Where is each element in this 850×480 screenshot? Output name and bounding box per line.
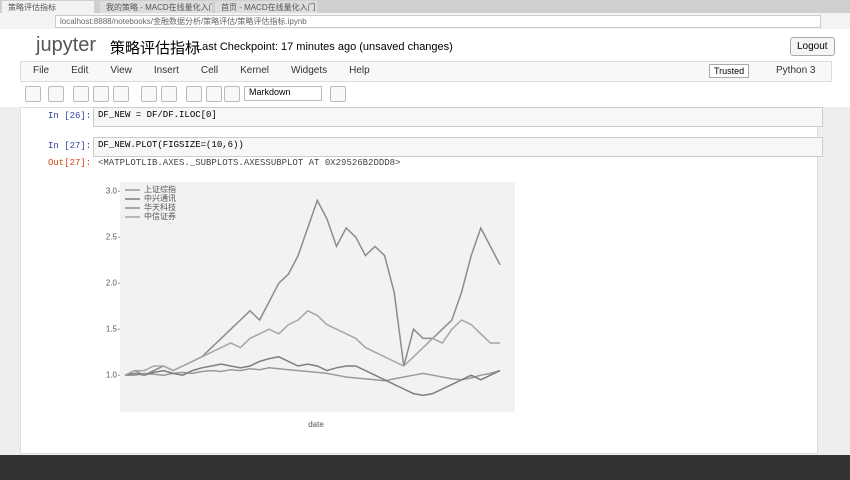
- code-cell[interactable]: DF_NEW.PLOT(FIGSIZE=(10,6)): [93, 137, 823, 157]
- button[interactable]: [141, 86, 157, 102]
- menu-item[interactable]: Help: [349, 65, 370, 76]
- button[interactable]: [330, 86, 346, 102]
- button[interactable]: [25, 86, 41, 102]
- button[interactable]: [206, 86, 222, 102]
- prompt: In [26]:: [48, 111, 92, 121]
- notebook-title[interactable]: 策略评估指标: [110, 40, 201, 57]
- menu-bar: [20, 61, 832, 82]
- menu-item[interactable]: View: [110, 65, 132, 76]
- legend-label: 上证综指: [144, 184, 176, 194]
- series-line: [124, 309, 500, 376]
- y-tick-label: 2.0: [106, 278, 118, 287]
- button[interactable]: [224, 86, 240, 102]
- button[interactable]: [186, 86, 202, 102]
- button[interactable]: [93, 86, 109, 102]
- prompt: In [27]:: [48, 141, 92, 151]
- series-line: [124, 356, 501, 397]
- output-text: <MATPLOTLIB.AXES._SUBPLOTS.AXESSUBPLOT A…: [98, 158, 401, 168]
- legend-label: 华天科技: [144, 202, 176, 212]
- trusted[interactable]: Trusted: [709, 64, 750, 78]
- y-tick-label: 1.0: [106, 370, 118, 379]
- menu-item[interactable]: Widgets: [291, 65, 328, 76]
- tab[interactable]: 策略评估指标: [2, 1, 94, 14]
- prompt: Out[27]:: [48, 158, 92, 168]
- y-tick-label: 1.5: [106, 324, 118, 333]
- menu-item[interactable]: File: [33, 65, 50, 76]
- menu: File Edit View Insert Cell Kernel Widgets Help: [33, 65, 370, 76]
- logout[interactable]: Logout: [790, 37, 835, 56]
- y-tick-label: 3.0: [106, 186, 118, 195]
- tab-bar: [0, 0, 850, 13]
- button[interactable]: [113, 86, 129, 102]
- button[interactable]: [73, 86, 89, 102]
- logo: jupyter: [36, 34, 97, 56]
- plot-area: [120, 182, 515, 412]
- tab[interactable]: 我的策略 - MACD在线量化入门: [100, 1, 212, 14]
- taskbar: [0, 455, 850, 480]
- legend-label: 中信证券: [144, 211, 176, 221]
- kernel: Python 3: [776, 65, 816, 76]
- y-tick-label: 2.5: [106, 232, 118, 241]
- x-axis-label: date: [308, 420, 324, 429]
- menu-item[interactable]: Kernel: [240, 65, 270, 76]
- cell-type[interactable]: Markdown: [244, 86, 322, 101]
- button[interactable]: [161, 86, 177, 102]
- menu-item[interactable]: Insert: [153, 65, 179, 76]
- button[interactable]: [48, 86, 64, 102]
- checkpoint: Last Checkpoint: 17 minutes ago (unsaved…: [196, 41, 453, 53]
- menu-item[interactable]: Cell: [200, 65, 219, 76]
- legend-label: 中兴通讯: [144, 193, 176, 203]
- menu-item[interactable]: Edit: [71, 65, 89, 76]
- tab[interactable]: 首页 - MACD在线量化入门: [215, 1, 317, 14]
- url[interactable]: localhost:8888/notebooks/金融数据分析/策略评估/策略评…: [55, 15, 821, 28]
- code-cell[interactable]: DF_NEW = DF/DF.ILOC[0]: [93, 107, 823, 127]
